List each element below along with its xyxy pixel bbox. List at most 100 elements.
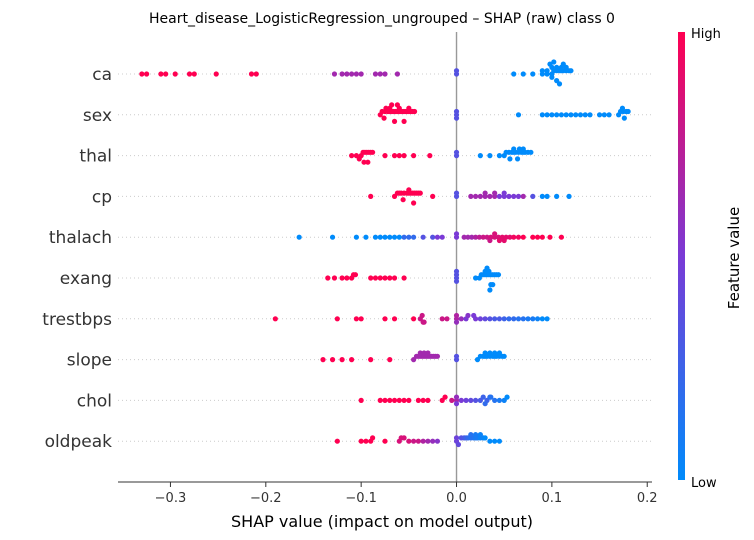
data-point: [549, 74, 555, 80]
data-point: [139, 71, 145, 77]
data-point: [554, 64, 560, 70]
data-point: [455, 441, 462, 448]
data-point: [329, 357, 336, 363]
x-axis-label: SHAP value (impact on model output): [231, 512, 533, 531]
data-point: [539, 316, 545, 322]
data-point: [468, 432, 474, 438]
data-point: [401, 435, 407, 441]
data-point: [382, 438, 388, 444]
data-point: [420, 234, 426, 240]
data-point: [334, 438, 340, 444]
data-point: [382, 71, 388, 77]
data-point: [477, 193, 483, 199]
data-point: [331, 275, 338, 281]
data-point: [469, 234, 475, 240]
data-point: [344, 71, 350, 77]
data-point: [511, 316, 517, 322]
feature-label: chol: [77, 391, 112, 411]
data-point: [370, 149, 376, 155]
data-point: [496, 438, 503, 444]
data-point: [434, 353, 441, 359]
feature-label: ca: [92, 65, 112, 85]
data-point: [253, 71, 259, 77]
data-point: [425, 438, 431, 444]
data-point: [163, 71, 169, 77]
data-point: [558, 112, 565, 118]
data-point: [453, 108, 460, 115]
data-point: [534, 234, 541, 240]
data-point: [573, 112, 579, 118]
data-point: [453, 268, 460, 274]
data-point: [471, 312, 477, 319]
data-point: [554, 193, 560, 199]
data-point: [411, 153, 417, 159]
data-points: [139, 59, 631, 448]
data-point: [453, 353, 460, 359]
data-point: [514, 156, 521, 162]
data-point: [453, 190, 460, 196]
data-point: [487, 153, 493, 159]
data-point: [406, 234, 412, 240]
data-point: [186, 71, 193, 77]
data-point: [465, 312, 471, 319]
data-point: [468, 397, 474, 403]
data-point: [477, 316, 483, 322]
data-point: [511, 71, 517, 77]
x-tick-label: −0.2: [250, 491, 282, 506]
data-point: [453, 231, 460, 237]
data-point: [339, 357, 345, 363]
data-point: [492, 350, 498, 356]
data-point: [453, 394, 460, 400]
x-ticks: −0.3 −0.2 −0.1 0.0 0.1 0.2: [155, 482, 658, 506]
data-point: [492, 397, 498, 403]
data-point: [496, 316, 503, 322]
data-point: [191, 71, 197, 77]
data-point: [547, 234, 553, 240]
data-point: [411, 438, 417, 444]
data-point: [496, 237, 503, 244]
data-point: [377, 275, 383, 281]
data-point: [549, 112, 555, 118]
data-point: [558, 234, 565, 240]
feature-labels: ca sex thal cp thalach exang trestbps slope chol…: [42, 65, 112, 452]
data-point: [582, 112, 588, 118]
data-point: [344, 275, 350, 281]
data-point: [411, 200, 417, 206]
data-point: [400, 197, 406, 203]
data-point: [434, 234, 441, 240]
data-point: [551, 59, 557, 65]
data-point: [487, 193, 493, 199]
data-point: [453, 278, 460, 284]
data-point: [560, 61, 566, 67]
data-point: [382, 234, 388, 240]
data-point: [520, 234, 526, 240]
data-point: [539, 234, 545, 240]
data-point: [382, 275, 388, 281]
data-point: [490, 282, 496, 288]
data-point: [363, 234, 369, 240]
data-point: [439, 234, 445, 240]
data-point: [358, 316, 364, 322]
data-point: [349, 357, 355, 363]
data-point: [381, 115, 387, 121]
data-point: [511, 193, 517, 199]
data-point: [401, 153, 407, 159]
data-point: [415, 397, 421, 403]
data-point: [530, 71, 536, 77]
data-point: [391, 316, 398, 322]
data-point: [396, 153, 402, 159]
data-point: [480, 234, 486, 240]
data-point: [539, 112, 545, 118]
data-point: [482, 190, 488, 196]
data-point: [520, 193, 526, 199]
data-point: [520, 71, 526, 77]
data-point: [391, 234, 398, 240]
data-point: [391, 153, 398, 159]
data-point: [382, 153, 388, 159]
colorbar-title: Feature value: [725, 207, 743, 309]
data-point: [465, 234, 471, 240]
data-point: [420, 397, 426, 403]
data-point: [411, 234, 417, 240]
data-point: [482, 316, 488, 322]
